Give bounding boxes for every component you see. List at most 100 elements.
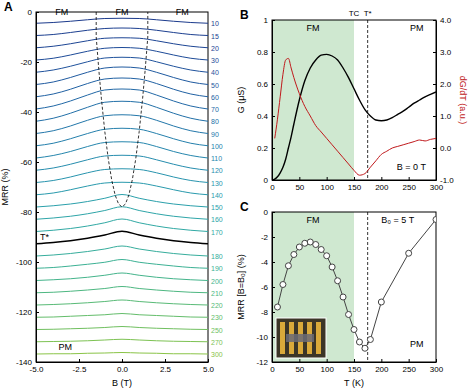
tick: -120 (16, 308, 39, 317)
annotation: FM (116, 7, 129, 17)
series-label: 40 (211, 69, 219, 76)
series-label: 50 (211, 82, 219, 89)
tick: 0 (264, 176, 275, 185)
tick-label: 50 (295, 365, 304, 374)
inset-electrode (280, 322, 285, 354)
tick-mark (381, 359, 382, 362)
series-line (36, 101, 208, 121)
data-point (356, 339, 362, 345)
tick-mark (272, 337, 275, 338)
tick-label: 300 (430, 365, 444, 374)
series-label: 210 (211, 290, 223, 297)
tick-mark (327, 177, 328, 180)
series-line (36, 128, 208, 146)
tick: 50 (295, 359, 304, 374)
series-line (36, 18, 208, 23)
tick-label: -140 (16, 358, 33, 367)
tick-label: 200 (375, 365, 389, 374)
tick-label: 4.0 (440, 16, 452, 25)
annotation: B₀ = 5 T (381, 215, 414, 225)
tick-label: 0.4 (257, 112, 269, 121)
plot-area (272, 54, 436, 180)
tick: 100 (320, 177, 334, 192)
series-label: 80 (211, 118, 219, 125)
annotation: PM (410, 339, 424, 349)
data-point (313, 242, 319, 248)
series-line (36, 78, 208, 97)
tick: 2.0 (433, 80, 452, 89)
tick-mark (36, 212, 39, 213)
tick: -1.0 (433, 176, 454, 185)
tick-label: 200 (375, 183, 389, 192)
series-label: 170 (211, 229, 223, 236)
series-line (36, 155, 208, 170)
series-label: 230 (211, 314, 223, 321)
tick: 150 (348, 177, 362, 192)
tick: 4.0 (433, 16, 452, 25)
tick-mark (272, 20, 275, 21)
tick: -140 (16, 358, 39, 367)
series-label: 120 (211, 167, 223, 174)
tick-mark (272, 52, 275, 53)
tick: 1.0 (433, 112, 452, 121)
series-line (36, 231, 208, 244)
tick: -60 (20, 158, 39, 167)
tick: -100 (16, 258, 39, 267)
tick-label: 3.0 (440, 48, 452, 57)
axis-line (273, 180, 437, 181)
data-point (318, 247, 324, 253)
data-point (324, 253, 330, 259)
tick-label: 0 (264, 176, 269, 185)
tick: -80 (20, 208, 39, 217)
top-label: T* (364, 9, 372, 18)
tick: 0.0 (117, 359, 129, 374)
tick-label: 0.8 (257, 48, 269, 57)
figure-svg: -5.0-2.50.02.55.0-140-120-100-80-60-40-2… (0, 0, 474, 392)
tick: -2 (261, 233, 275, 242)
tick: -2.5 (73, 359, 87, 374)
series-label: 150 (211, 204, 223, 211)
tick-mark (272, 362, 275, 363)
tick-mark (272, 148, 275, 149)
reference-line (367, 20, 368, 180)
y-axis-title: MRR [B=B₀] (%) (236, 254, 246, 320)
tick-label: -1.0 (440, 176, 454, 185)
series-label: 90 (211, 131, 219, 138)
tick-label: 1 (264, 16, 269, 25)
annotation: FM (307, 215, 320, 225)
tick: 100 (320, 359, 334, 374)
series-line (36, 327, 208, 330)
tick-label: 2.0 (440, 80, 452, 89)
tick-mark (409, 177, 410, 180)
series-line (36, 314, 208, 318)
data-point (362, 345, 368, 351)
x-axis: 050100150200250300 (270, 359, 443, 374)
y-axis-title: MRR (%) (0, 169, 10, 206)
annotation: FM (55, 7, 68, 17)
tick-mark (272, 180, 275, 181)
series-label: 160 (211, 216, 223, 223)
tick: 5.0 (203, 359, 215, 374)
tick: 0.6 (257, 80, 275, 89)
series-label: 130 (211, 180, 223, 187)
series-label: 110 (211, 155, 222, 162)
tick-mark (272, 262, 275, 263)
series-line (36, 169, 208, 183)
data-point (291, 252, 297, 258)
annotation: FM (307, 23, 320, 33)
tick-mark (327, 359, 328, 362)
series-line (36, 260, 208, 269)
series-label: 300 (211, 351, 223, 358)
y-axis: -140-120-100-80-60-40-200 (16, 8, 39, 367)
data-point (335, 278, 341, 284)
tick: 0.4 (257, 112, 275, 121)
tick-mark (299, 177, 300, 180)
tick-label: -8 (261, 308, 269, 317)
series-label: 15 (211, 33, 219, 40)
annotation: B = 0 T (397, 162, 427, 172)
tick: 200 (375, 177, 389, 192)
series-line (272, 54, 436, 180)
tick: -4 (261, 258, 275, 267)
tick-mark (122, 359, 123, 362)
panel: 050100150200250300-12-10-8-6-4-20FMPMB₀ … (236, 200, 444, 388)
